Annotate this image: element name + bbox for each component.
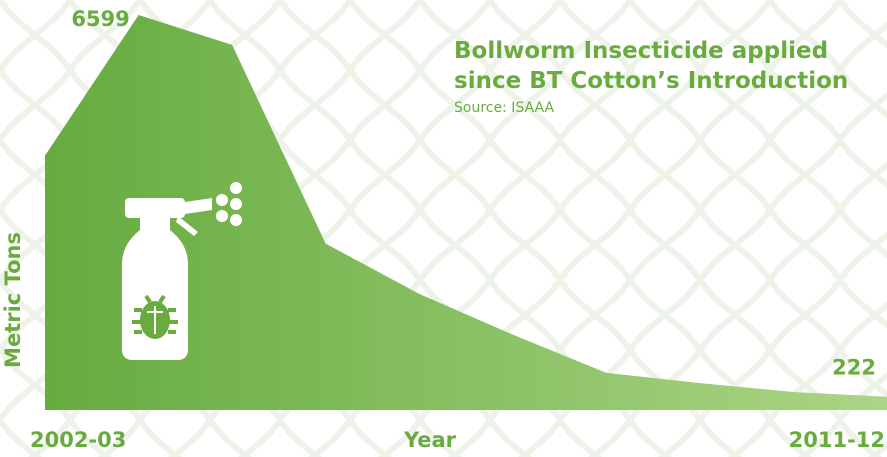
bug-detail (147, 306, 163, 334)
x-axis-label: Year (403, 428, 457, 452)
area (45, 15, 887, 411)
spray-icon (122, 182, 242, 360)
x-tick-label: 2011-12 (789, 428, 885, 452)
value-label: 222 (832, 356, 876, 380)
chart-subtitle: Source: ISAAA (454, 100, 555, 116)
y-axis-label: Metric Tons (1, 232, 25, 368)
chart-title: Bollworm Insecticide applied since BT Co… (454, 38, 849, 94)
value-label: 6599 (71, 7, 129, 31)
x-tick-label: 2002-03 (30, 428, 126, 452)
